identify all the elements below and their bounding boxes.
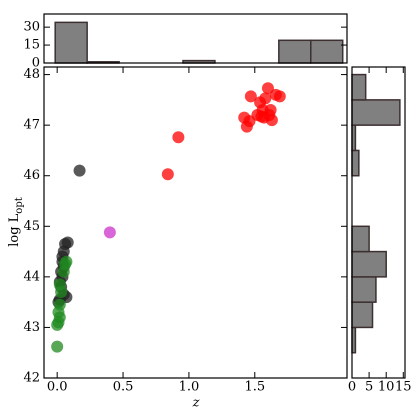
plot-frame xyxy=(351,66,406,379)
y-tick-label: 44 xyxy=(23,269,40,284)
histogram-bar xyxy=(351,276,377,303)
scatter-point xyxy=(264,103,277,116)
x-tick-label: 0.5 xyxy=(113,380,134,395)
histogram-bar xyxy=(351,250,387,278)
y-tick-label: 42 xyxy=(23,371,40,386)
plot-frame xyxy=(43,66,348,379)
x-tick-label: 15 xyxy=(395,380,412,395)
scatter-point xyxy=(259,92,272,105)
x-tick-label: 1.5 xyxy=(244,380,265,395)
scatter-point xyxy=(255,110,268,123)
scatter-point xyxy=(273,90,286,103)
scatter-point xyxy=(51,318,64,331)
histogram-bar xyxy=(278,39,312,64)
y-axis-label-main: log L xyxy=(7,213,22,246)
histogram-bar xyxy=(351,301,374,329)
histogram-bar xyxy=(351,99,401,126)
x-tick-label: 10 xyxy=(378,380,395,395)
histogram-bar xyxy=(310,39,344,64)
scatter-point xyxy=(73,164,86,177)
x-tick-label: 1.0 xyxy=(179,380,200,395)
y-tick-label: 15 xyxy=(23,38,40,53)
x-axis-label: z xyxy=(192,396,200,411)
histogram-bar xyxy=(54,21,88,64)
x-tick-label: 5 xyxy=(365,380,373,395)
plot-frame xyxy=(43,13,348,64)
histogram-bar xyxy=(351,225,370,253)
scatter-point xyxy=(57,265,70,278)
y-axis-label-sub: opt xyxy=(14,197,25,213)
scatter-point xyxy=(244,90,257,103)
scatter-point xyxy=(265,114,278,127)
scatter-point xyxy=(261,82,274,95)
y-axis-label: log Lopt xyxy=(7,197,26,247)
histogram-bar xyxy=(351,73,367,101)
scatter-point xyxy=(172,131,185,144)
y-tick-label: 45 xyxy=(23,219,40,234)
x-tick-label: 0.0 xyxy=(47,380,68,395)
y-tick-label: 30 xyxy=(23,20,40,35)
histogram-bar xyxy=(351,149,360,177)
y-tick-label: 46 xyxy=(23,168,40,183)
x-tick-label: 0 xyxy=(348,380,356,395)
y-tick-label: 43 xyxy=(23,320,40,335)
y-tick-label: 48 xyxy=(23,67,40,82)
scatter-point xyxy=(103,226,116,239)
y-tick-label: 47 xyxy=(23,118,40,133)
y-tick-label: 0 xyxy=(32,56,40,71)
scatter-point xyxy=(51,340,64,353)
scatter-point xyxy=(55,286,68,299)
scatter-point xyxy=(161,168,174,181)
